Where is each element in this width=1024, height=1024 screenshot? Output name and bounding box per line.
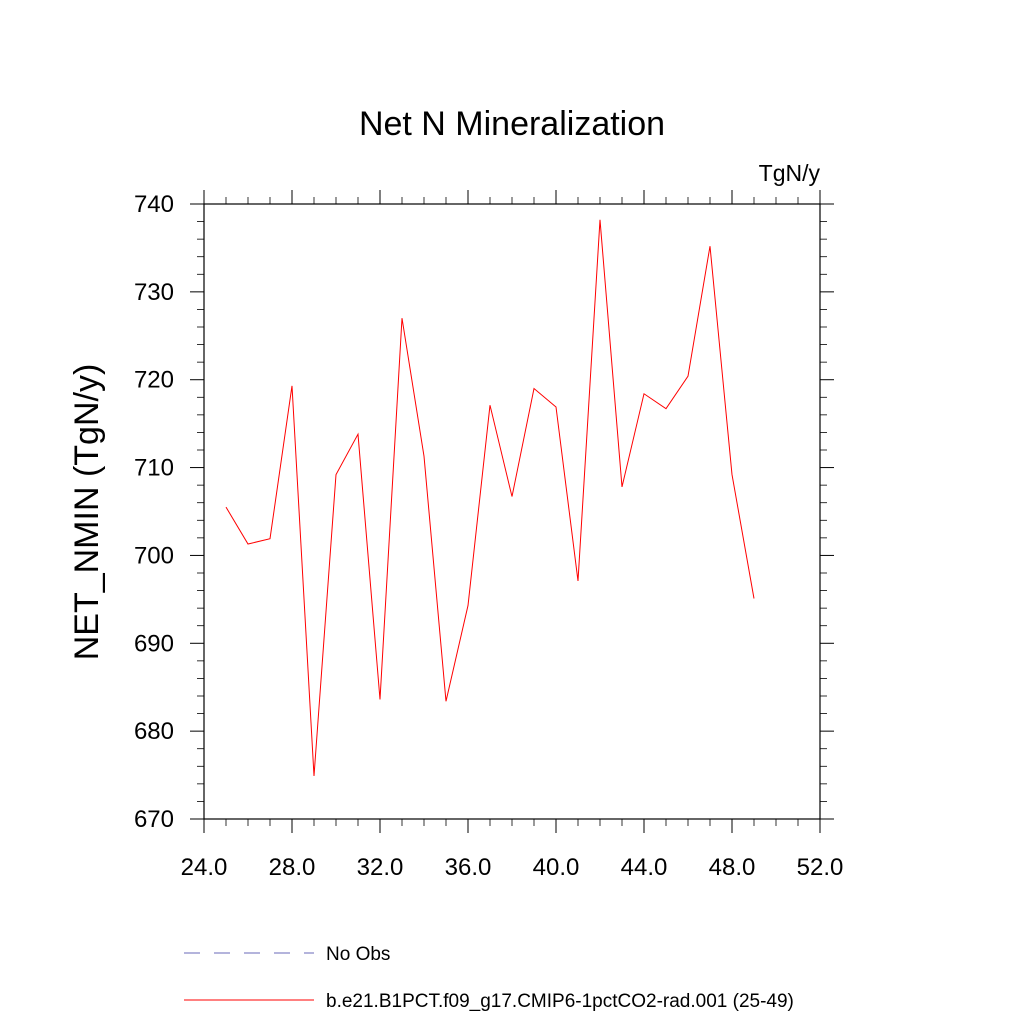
legend-label: No Obs <box>326 944 390 965</box>
y-tick-label: 740 <box>134 191 174 218</box>
y-tick-label: 730 <box>134 279 174 306</box>
x-tick-label: 36.0 <box>445 854 492 881</box>
legend-label: b.e21.B1PCT.f09_g17.CMIP6-1pctCO2-rad.00… <box>326 991 794 1012</box>
legend: No Obs b.e21.B1PCT.f09_g17.CMIP6-1pctCO2-… <box>184 944 794 1012</box>
chart-title: Net N Mineralization <box>359 105 665 143</box>
y-tick-label: 690 <box>134 630 174 657</box>
series-line <box>225 219 755 776</box>
y-tick-label: 700 <box>134 542 174 569</box>
x-tick-label: 24.0 <box>181 854 228 881</box>
y-tick-label: 680 <box>134 718 174 745</box>
y-tick-label: 670 <box>134 806 174 833</box>
x-tick-label: 48.0 <box>709 854 756 881</box>
series-layer <box>225 219 755 776</box>
x-tick-label: 52.0 <box>797 854 844 881</box>
y-axis-label: NET_NMIN (TgN/y) <box>68 364 106 661</box>
y-tick-label: 720 <box>134 367 174 394</box>
units-label: TgN/y <box>759 160 821 186</box>
x-tick-label: 32.0 <box>357 854 404 881</box>
axis-ticks <box>190 190 834 833</box>
y-tick-label: 710 <box>134 455 174 482</box>
tick-labels: 24.0 28.0 32.0 36.0 40.0 44.0 48.0 52.0 670 680 69… <box>134 191 843 881</box>
plot-frame <box>203 203 821 820</box>
x-tick-label: 44.0 <box>621 854 668 881</box>
x-tick-label: 40.0 <box>533 854 580 881</box>
x-tick-label: 28.0 <box>269 854 316 881</box>
